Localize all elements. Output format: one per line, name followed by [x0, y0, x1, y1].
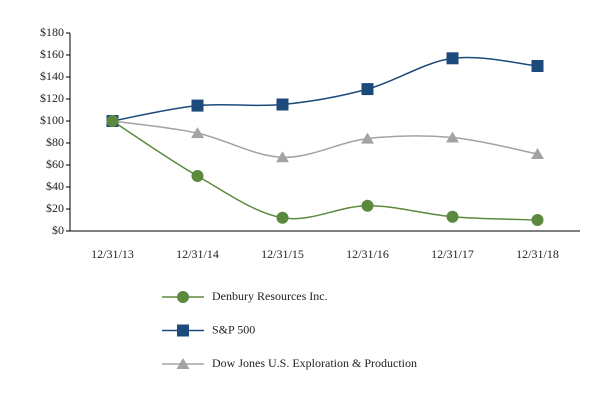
legend-label: Denbury Resources Inc. — [212, 289, 328, 303]
legend-label: Dow Jones U.S. Exploration & Production — [212, 356, 417, 370]
x-tick-label: 12/31/14 — [176, 247, 219, 261]
y-tick-label: $80 — [46, 135, 64, 149]
marker — [177, 324, 189, 337]
x-tick-label: 12/31/15 — [261, 247, 304, 261]
y-tick-label: $0 — [52, 223, 64, 237]
y-tick-label: $20 — [46, 201, 64, 215]
x-tick-label: 12/31/17 — [431, 247, 474, 261]
y-tick-label: $60 — [46, 157, 64, 171]
marker — [176, 358, 190, 369]
marker — [361, 83, 374, 96]
marker — [276, 98, 289, 111]
series-line — [112, 120, 538, 159]
series-line — [112, 56, 538, 122]
marker — [446, 52, 459, 65]
series-line — [112, 120, 538, 221]
x-tick-label: 12/31/13 — [91, 247, 134, 261]
marker — [276, 151, 289, 163]
marker — [191, 170, 204, 182]
marker — [446, 210, 459, 223]
y-tick-label: $160 — [40, 47, 64, 61]
marker — [361, 132, 374, 144]
y-tick-label: $100 — [40, 113, 64, 127]
marker — [191, 127, 204, 139]
marker — [191, 99, 204, 112]
marker — [531, 60, 544, 72]
marker — [531, 148, 544, 159]
legend-label: S&P 500 — [212, 322, 255, 336]
y-tick-label: $40 — [46, 179, 64, 193]
x-tick-label: 12/31/18 — [516, 247, 559, 261]
marker — [531, 214, 544, 226]
marker — [276, 211, 289, 224]
y-tick-label: $120 — [40, 91, 64, 105]
x-tick-label: 12/31/16 — [346, 247, 389, 261]
marker — [446, 131, 459, 143]
marker — [106, 115, 119, 127]
y-tick-label: $140 — [40, 69, 64, 83]
marker — [177, 291, 189, 303]
y-tick-label: $180 — [40, 25, 64, 39]
marker — [361, 199, 374, 212]
